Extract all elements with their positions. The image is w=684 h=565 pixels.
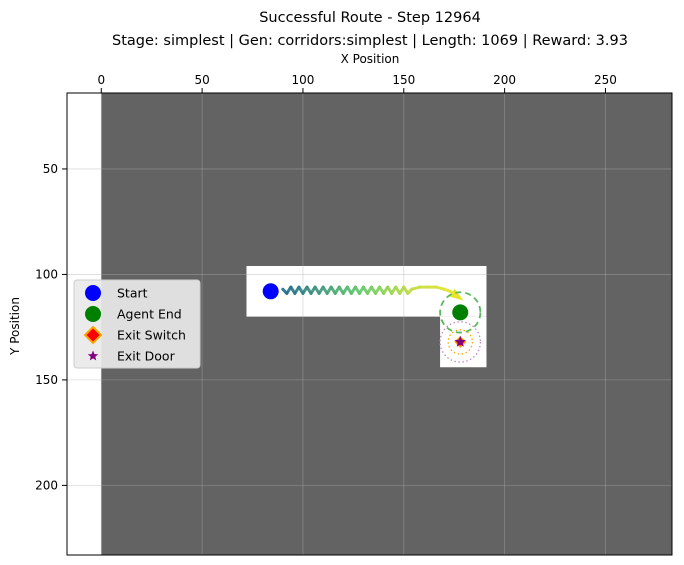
y-axis-label: Y Position — [8, 297, 22, 356]
agent-end-radius — [439, 291, 482, 334]
x-axis-label: X Position — [341, 52, 400, 66]
chart-title: Successful Route - Step 12964 — [259, 10, 481, 26]
legend-label-1: Agent End — [117, 307, 182, 322]
legend-marker-1 — [85, 306, 101, 322]
y-tick-label: 200 — [35, 478, 58, 492]
target-radius-circles — [439, 291, 482, 363]
trajectory-arrowhead — [449, 288, 464, 301]
legend-label-2: Exit Switch — [117, 328, 186, 343]
y-tick-label: 150 — [35, 373, 58, 387]
x-tick-label: 50 — [194, 73, 209, 87]
x-tick-label: 200 — [493, 73, 516, 87]
plot-border — [66, 92, 673, 556]
x-tick-label: 250 — [594, 73, 617, 87]
legend: Start Agent End Exit Switch Exit Door — [73, 279, 201, 369]
plot-frame — [66, 92, 673, 556]
agent-end-marker — [452, 304, 469, 321]
x-tick-label: 150 — [392, 73, 415, 87]
route-markers — [262, 283, 469, 348]
x-axis-ticks: 0 50 100 150 200 250 — [97, 73, 617, 93]
chart-subtitle: Stage: simplest | Gen: corridors:simples… — [112, 33, 628, 49]
legend-label-3: Exit Door — [117, 349, 176, 364]
y-tick-label: 50 — [43, 162, 58, 176]
y-tick-label: 100 — [35, 267, 58, 281]
exit-door-marker — [454, 335, 466, 347]
switch-radius — [447, 329, 473, 355]
legend-marker-2 — [83, 325, 103, 345]
legend-label-0: Start — [117, 286, 148, 301]
x-tick-label: 100 — [291, 73, 314, 87]
y-axis-ticks: 50 100 150 200 — [35, 162, 67, 492]
x-tick-label: 0 — [97, 73, 105, 87]
legend-marker-3 — [87, 350, 99, 361]
start-marker — [262, 283, 279, 300]
legend-marker-0 — [85, 285, 101, 301]
agent-trajectory — [281, 285, 464, 301]
legend-box — [73, 279, 201, 369]
door-radius — [439, 321, 482, 363]
